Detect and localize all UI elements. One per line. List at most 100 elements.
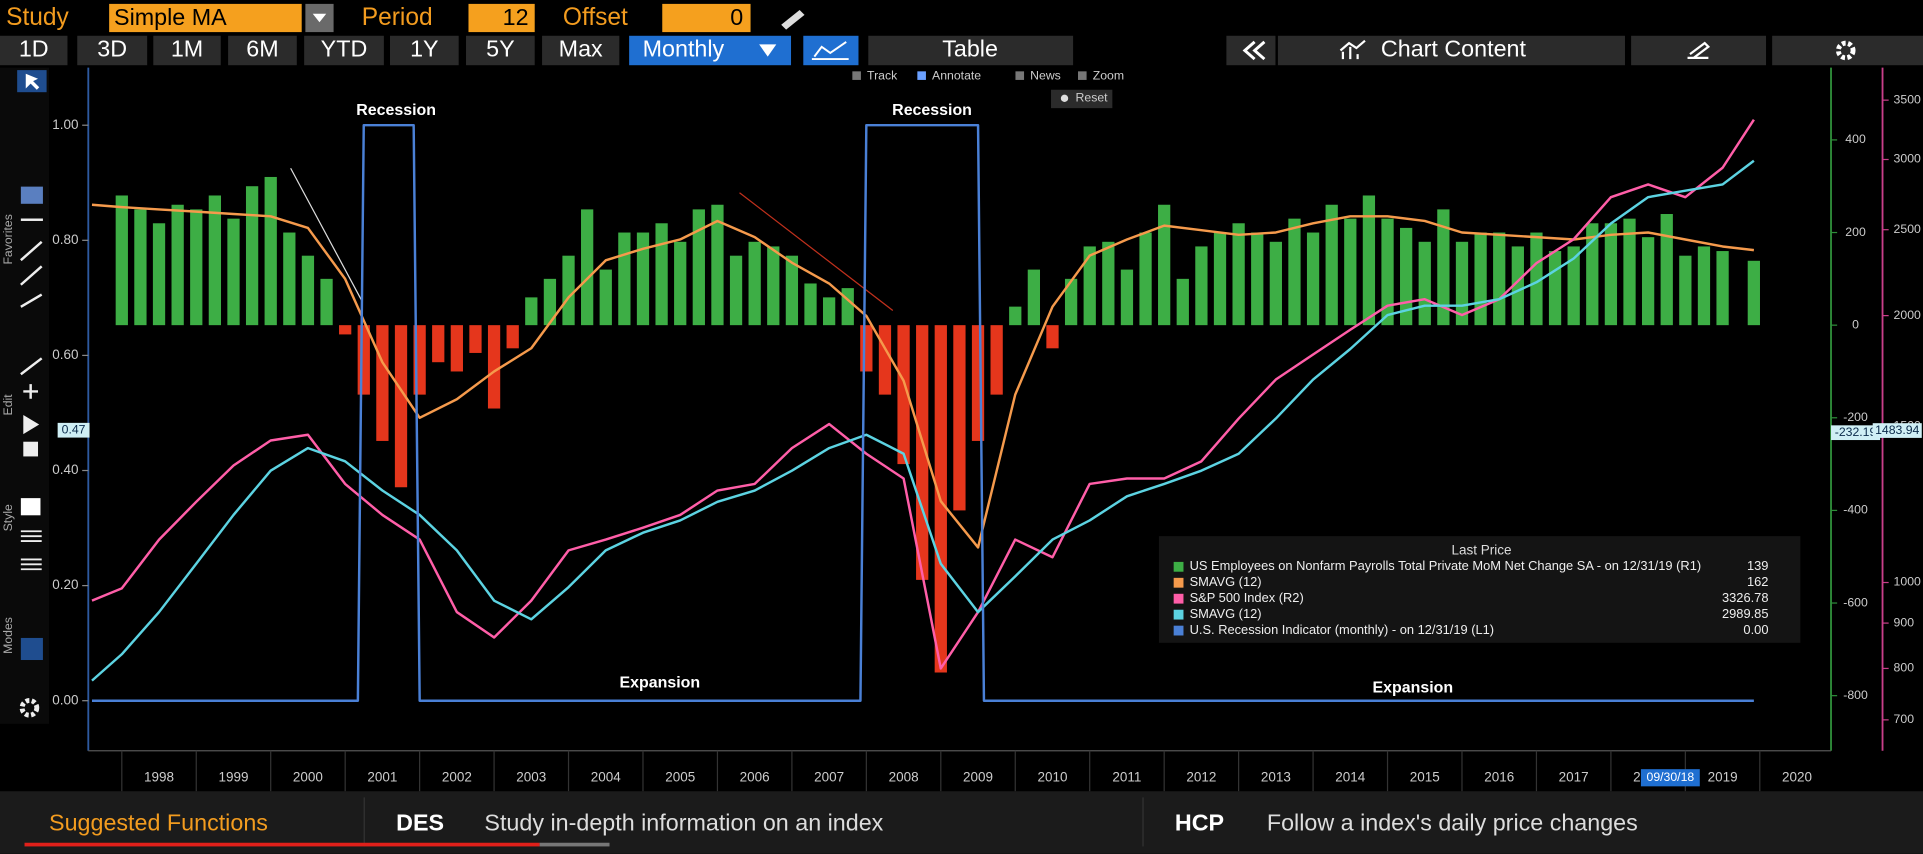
range-label[interactable]: 3D: [97, 36, 127, 62]
bar: [1660, 214, 1673, 326]
chart-tool-icon[interactable]: [1015, 71, 1025, 80]
offset-label: Offset: [563, 4, 628, 31]
range-label[interactable]: 5Y: [486, 36, 515, 62]
period-input[interactable]: [468, 3, 535, 33]
bar: [339, 325, 352, 335]
range-label[interactable]: 6M: [246, 36, 278, 62]
range-label[interactable]: 1M: [171, 36, 203, 62]
y3-tick-label: 1000: [1894, 575, 1921, 589]
bar: [283, 232, 296, 326]
annotate-button[interactable]: [1631, 35, 1767, 66]
x-tick-label: 2001: [367, 769, 397, 784]
range-button[interactable]: [389, 35, 459, 66]
x-tick-label: 2020: [1782, 769, 1812, 784]
bar: [1641, 237, 1655, 326]
bar: [152, 223, 166, 326]
range-button[interactable]: [304, 35, 384, 66]
chart-content-label[interactable]: Chart Content: [1381, 36, 1527, 62]
draw-tools[interactable]: [20, 240, 43, 308]
bar: [208, 195, 222, 326]
table-button[interactable]: [868, 35, 1074, 66]
sidebar-section: Edit: [1, 394, 15, 416]
function-description[interactable]: Follow a index's daily price changes: [1267, 810, 1638, 836]
y-tick-label: 0.00: [52, 692, 78, 707]
bar: [506, 325, 519, 349]
range-label[interactable]: YTD: [321, 36, 368, 62]
legend-title: Last Price: [1452, 542, 1512, 557]
bar: [320, 278, 333, 326]
legend-box: [1158, 536, 1801, 643]
progress-bar: [24, 842, 540, 847]
series-line: [91, 159, 1755, 682]
sidebar-settings[interactable]: [19, 698, 40, 718]
range-button[interactable]: [542, 35, 620, 66]
x-tick-label: 2000: [293, 769, 323, 784]
bar: [264, 176, 277, 326]
function-code[interactable]: HCP: [1175, 810, 1224, 836]
fill-tool[interactable]: [20, 498, 41, 516]
bar: [1027, 269, 1041, 326]
range-label[interactable]: 1Y: [410, 36, 439, 62]
range-button[interactable]: [466, 35, 535, 66]
chart-type-button[interactable]: [803, 35, 859, 66]
bar: [841, 288, 854, 326]
chart-content-button[interactable]: [1277, 35, 1625, 66]
series-line: [91, 123, 1754, 702]
x-tick-label: 1999: [218, 769, 248, 784]
delete-tool[interactable]: [23, 441, 39, 457]
bar: [1306, 232, 1320, 326]
bar: [1548, 251, 1562, 326]
edit-tools[interactable]: [20, 357, 43, 435]
function-code[interactable]: DES: [396, 810, 444, 836]
function-description[interactable]: Study in-depth information on an index: [484, 810, 883, 836]
offset-input[interactable]: [662, 3, 751, 33]
range-button[interactable]: [77, 35, 148, 66]
line-style-tools[interactable]: [20, 530, 42, 571]
range-button[interactable]: [0, 35, 68, 66]
legend-swatch: [1173, 625, 1184, 636]
chart-tool-icon[interactable]: [917, 71, 926, 80]
table-label[interactable]: Table: [942, 36, 998, 62]
x-tick-label: 2012: [1186, 769, 1216, 784]
frequency-arrow: [759, 44, 777, 57]
legend-last-price: 0.00: [1743, 622, 1768, 637]
offset-value[interactable]: 0: [730, 4, 743, 30]
range-button[interactable]: [153, 35, 221, 66]
chart-tool-icon[interactable]: [852, 71, 861, 80]
frequency-label[interactable]: Monthly: [643, 36, 725, 62]
settings-button[interactable]: [1772, 35, 1923, 66]
bar: [767, 246, 780, 326]
bar: [1064, 278, 1078, 326]
y3-tick-label: 900: [1894, 615, 1915, 629]
bar: [990, 325, 1003, 395]
y2-tick-label: -400: [1843, 503, 1868, 517]
bar: [1567, 246, 1580, 326]
range-label[interactable]: Max: [559, 36, 603, 62]
period-value[interactable]: 12: [503, 4, 529, 30]
x-tick-label: 2017: [1559, 769, 1589, 784]
reset-label[interactable]: Reset: [1076, 91, 1109, 105]
chart-tool[interactable]: Annotate: [932, 68, 981, 82]
chart-tool[interactable]: News: [1030, 68, 1061, 82]
dropdown-arrow: [312, 13, 327, 23]
bar: [1213, 232, 1227, 326]
study-value[interactable]: Simple MA: [114, 4, 227, 30]
value-flag: [1872, 423, 1922, 438]
range-label[interactable]: 1D: [19, 36, 49, 62]
sidebar-section: Favorites: [1, 214, 15, 264]
text-tool[interactable]: [20, 186, 43, 204]
collapse-button[interactable]: [1226, 35, 1276, 66]
hline-tool[interactable]: [20, 218, 43, 221]
reset-button[interactable]: [1051, 89, 1113, 109]
magnet-tool[interactable]: [20, 637, 43, 661]
range-button[interactable]: [228, 35, 297, 66]
chart-tool[interactable]: Zoom: [1093, 68, 1124, 82]
legend-entry: US Employees on Nonfarm Payrolls Total P…: [1190, 558, 1702, 573]
study-label: Study: [6, 4, 69, 31]
chart-tool-icon[interactable]: [1078, 71, 1087, 80]
study-select[interactable]: [109, 3, 302, 33]
edit-icon[interactable]: [781, 10, 805, 30]
legend-last-price: 3326.78: [1722, 590, 1768, 605]
chart-tool[interactable]: Track: [867, 68, 898, 82]
